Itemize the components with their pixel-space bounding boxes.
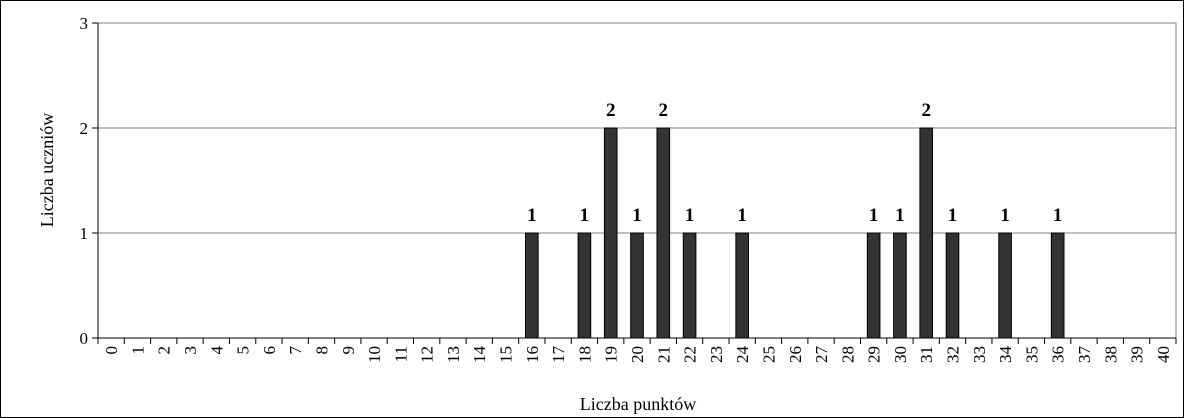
data-label: 1 [737, 205, 747, 226]
x-tick-label: 0 [102, 346, 121, 355]
x-tick-label: 37 [1075, 346, 1094, 364]
x-tick-label: 6 [260, 346, 279, 355]
x-tick-label: 5 [234, 346, 253, 355]
data-label: 2 [606, 100, 616, 121]
bar [656, 127, 671, 339]
x-tick-label: 16 [523, 346, 542, 363]
x-tick-label: 12 [418, 346, 437, 363]
x-tick-label: 8 [312, 346, 331, 355]
data-label: 1 [685, 205, 695, 226]
data-label: 1 [895, 205, 905, 226]
bar [919, 127, 934, 339]
data-label: 1 [632, 205, 642, 226]
y-tick-label: 1 [80, 224, 89, 243]
x-tick-label: 33 [970, 346, 989, 363]
x-tick-label: 17 [549, 346, 568, 364]
x-tick-label: 18 [575, 346, 594, 363]
bar [577, 232, 592, 339]
y-tick-label: 2 [80, 119, 89, 138]
y-tick-label: 3 [80, 14, 89, 33]
x-tick-label: 35 [1022, 346, 1041, 363]
x-tick-label: 13 [444, 346, 463, 363]
bar [945, 232, 960, 339]
bar [525, 232, 539, 339]
x-tick-label: 10 [365, 346, 384, 363]
data-label: 1 [1000, 205, 1010, 226]
bar [866, 232, 881, 339]
y-axis-title: Liczba uczniów [37, 113, 57, 227]
y-tick-label: 0 [80, 329, 89, 348]
x-tick-label: 4 [207, 346, 226, 355]
x-tick-label: 23 [707, 346, 726, 363]
x-axis-title: Liczba punktów [580, 394, 696, 414]
bar [998, 232, 1012, 339]
x-tick-label: 38 [1101, 346, 1120, 363]
x-tick-label: 15 [497, 346, 516, 363]
x-tick-label: 3 [181, 346, 200, 355]
x-tick-label: 24 [733, 346, 752, 364]
x-tick-label: 34 [996, 346, 1015, 364]
x-tick-label: 29 [865, 346, 884, 363]
x-tick-label: 31 [917, 346, 936, 363]
bar [630, 232, 644, 339]
x-tick-label: 26 [786, 346, 805, 363]
x-tick-label: 28 [838, 346, 857, 363]
x-tick-label: 11 [391, 346, 410, 362]
x-tick-label: 32 [944, 346, 963, 363]
x-tick-label: 30 [891, 346, 910, 363]
bars [525, 127, 1065, 339]
x-tick-label: 14 [470, 346, 489, 364]
data-label: 2 [659, 100, 669, 121]
x-tick-label: 25 [759, 346, 778, 363]
x-tick-label: 22 [681, 346, 700, 363]
x-tick-label: 27 [812, 346, 831, 364]
bar [682, 232, 697, 339]
x-tick-label: 19 [602, 346, 621, 363]
x-tick-label: 40 [1154, 346, 1173, 363]
bar [603, 127, 618, 339]
x-tick-label: 36 [1049, 346, 1068, 363]
data-label: 2 [921, 100, 931, 121]
x-tick-label: 20 [628, 346, 647, 363]
bar [735, 232, 749, 339]
x-tick-label: 1 [128, 346, 147, 355]
data-label: 1 [948, 205, 958, 226]
data-label: 1 [869, 205, 879, 226]
data-label: 1 [527, 205, 537, 226]
x-tick-label: 9 [339, 346, 358, 355]
x-tick-label: 7 [286, 346, 305, 355]
x-tick-label: 21 [654, 346, 673, 363]
bar [893, 232, 907, 339]
data-label: 1 [1053, 205, 1063, 226]
x-tick-label: 39 [1128, 346, 1147, 363]
x-tick-label: 2 [155, 346, 174, 355]
data-label: 1 [580, 205, 590, 226]
bar [1050, 232, 1065, 339]
